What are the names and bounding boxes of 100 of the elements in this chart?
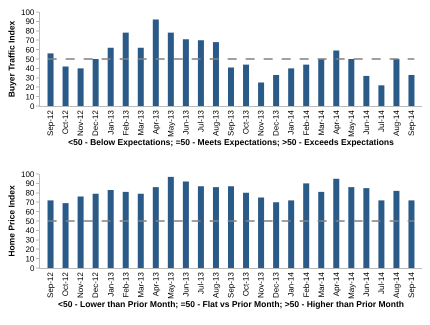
y-tick-label: 30: [25, 74, 35, 83]
x-tick-label: Jun-13: [181, 272, 190, 297]
x-tick-label: Dec-12: [91, 272, 100, 298]
x-tick-label: Jan-13: [106, 272, 116, 297]
x-tick-label: Feb-14: [302, 110, 311, 136]
y-tick-label: 40: [25, 226, 35, 236]
y-tick-label: 0: [30, 102, 35, 111]
y-tick-label: 30: [25, 236, 35, 245]
y-tick-label: 80: [25, 26, 35, 36]
bar: [393, 190, 400, 268]
y-axis-title: Home Price Index: [6, 185, 17, 257]
x-tick-label: Sep-12: [46, 272, 56, 298]
x-tick-label: Mar-14: [316, 272, 326, 298]
x-tick-label: Dec-13: [272, 110, 281, 136]
x-tick-label: Sep-14: [407, 272, 416, 298]
x-tick-label: Jul-14: [376, 272, 386, 294]
x-tick-label: Mar-13: [136, 272, 146, 298]
bar: [152, 187, 159, 268]
x-tick-label: Nov-13: [256, 110, 266, 136]
bar: [348, 187, 354, 268]
x-tick-label: Aug-13: [212, 110, 221, 136]
bar: [318, 192, 324, 268]
x-tick-label: Jun-14: [362, 272, 371, 297]
x-tick-label: May-13: [166, 272, 176, 299]
y-tick-label: 10: [25, 254, 35, 264]
bar: [138, 194, 144, 268]
bar: [168, 176, 174, 268]
bar: [92, 59, 99, 106]
bar: [108, 190, 114, 268]
x-tick-label: Dec-12: [91, 110, 100, 136]
x-tick-label: Mar-13: [136, 110, 146, 136]
bar: [378, 85, 384, 106]
y-tick-label: 40: [25, 64, 35, 74]
x-tick-label: Jun-13: [181, 110, 190, 135]
x-tick-label: Apr-13: [151, 272, 160, 296]
bar: [288, 68, 294, 106]
x-tick-label: Mar-14: [316, 110, 326, 136]
x-tick-label: Jun-14: [362, 110, 371, 135]
bar: [258, 82, 264, 106]
bar: [363, 76, 370, 106]
bar: [318, 59, 324, 106]
x-tick-label: Jul-13: [196, 110, 206, 132]
x-tick-label: Nov-12: [76, 272, 86, 298]
x-tick-label: Sep-14: [407, 110, 416, 136]
x-axis-title: <50 - Lower than Prior Month; =50 - Flat vs Prior Month; >50 - Higher than Prior Month: [58, 298, 404, 309]
bar: [212, 42, 219, 106]
bar: [78, 196, 84, 268]
x-tick-label: Oct-12: [61, 110, 70, 134]
bar: [348, 59, 354, 106]
y-tick-label: 20: [25, 83, 35, 92]
x-tick-label: Nov-13: [256, 272, 266, 298]
y-tick-label: 70: [25, 36, 35, 45]
y-tick-label: 60: [25, 45, 35, 54]
x-tick-label: Oct-13: [242, 110, 251, 134]
bar: [92, 194, 99, 268]
bar: [212, 187, 219, 268]
x-tick-label: May-14: [346, 110, 356, 137]
x-tick-label: Sep-13: [226, 110, 236, 136]
y-tick-label: 90: [25, 17, 35, 26]
bar: [122, 32, 129, 106]
bar: [303, 183, 310, 268]
x-tick-label: May-14: [346, 272, 356, 299]
y-tick-label: 0: [30, 264, 35, 273]
x-tick-label: May-13: [166, 110, 176, 137]
y-tick-label: 100: [21, 170, 35, 179]
bar: [168, 32, 174, 106]
bar: [333, 50, 340, 106]
bar: [138, 48, 144, 106]
y-tick-label: 50: [25, 54, 35, 64]
x-tick-label: Oct-13: [242, 272, 251, 296]
y-tick-label: 70: [25, 198, 35, 207]
x-tick-label: Oct-12: [61, 272, 70, 296]
bar: [303, 64, 310, 106]
x-tick-label: Sep-13: [226, 272, 236, 298]
x-tick-label: Dec-13: [272, 272, 281, 298]
bar: [243, 64, 250, 106]
bar: [273, 74, 280, 106]
bar: [288, 200, 294, 268]
bar: [78, 68, 84, 106]
x-tick-label: Jan-14: [286, 110, 296, 135]
y-tick-label: 100: [21, 8, 35, 17]
bar: [182, 182, 189, 268]
bar: [62, 66, 69, 106]
bar: [378, 200, 384, 268]
bar: [408, 74, 414, 106]
x-tick-label: Sep-12: [46, 110, 56, 136]
x-tick-label: Jul-14: [376, 110, 386, 132]
x-tick-label: Jul-13: [196, 272, 206, 294]
x-tick-label: Aug-13: [212, 272, 221, 298]
x-tick-label: Apr-14: [332, 110, 341, 134]
bar: [258, 198, 264, 268]
bar: [198, 186, 204, 268]
y-axis-title: Buyer Traffic Index: [6, 20, 17, 98]
x-tick-label: Aug-14: [392, 110, 402, 136]
x-tick-label: Feb-14: [302, 272, 311, 298]
bar: [182, 39, 189, 106]
x-tick-label: Feb-13: [121, 272, 130, 298]
y-tick-label: 60: [25, 207, 35, 216]
x-tick-label: Apr-14: [332, 272, 341, 296]
bar: [228, 67, 234, 106]
